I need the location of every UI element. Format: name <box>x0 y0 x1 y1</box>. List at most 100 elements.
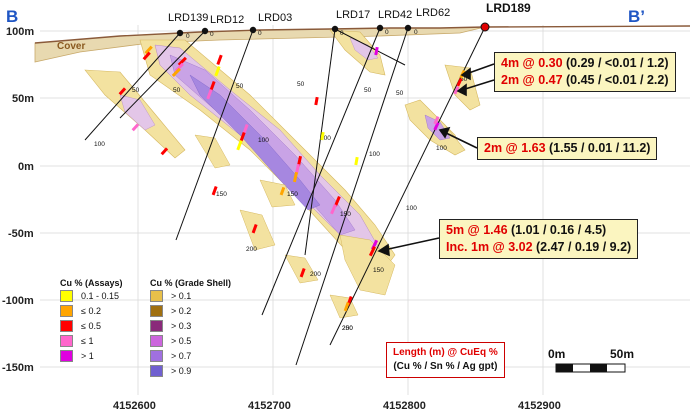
topography-line <box>34 25 690 44</box>
intercept-line: 4m @ 0.30 (0.29 / <0.01 / 1.2) <box>501 56 669 70</box>
scale-bar-end-label: 50m <box>610 347 634 361</box>
drill-trace-lrd17 <box>304 28 336 256</box>
callout-arrows <box>377 63 495 257</box>
legend-swatch <box>150 290 163 302</box>
legend-swatch <box>150 365 163 377</box>
section-end-label: B’ <box>628 7 645 26</box>
legend-item-grade-shell: > 0.3 <box>150 320 231 332</box>
drill-trace-lrd42a <box>334 28 406 66</box>
depth-label: 0 <box>414 29 418 36</box>
legend-label: ≤ 0.2 <box>81 306 101 316</box>
legend-label: 0.1 - 0.15 <box>81 291 120 301</box>
intercept-line: 2m @ 0.47 (0.45 / <0.01 / 2.2) <box>501 73 669 87</box>
legend-swatch <box>60 290 73 302</box>
depth-label: 100 <box>258 137 269 144</box>
drill-trace-lrd12 <box>119 30 206 119</box>
legend-item-assay: ≤ 1 <box>60 335 123 347</box>
intercept-line: 2m @ 1.63 (1.55 / 0.01 / 11.2) <box>484 141 651 155</box>
legend-label: > 0.7 <box>171 351 192 361</box>
collar-marker-highlight <box>480 22 490 32</box>
legend-swatch <box>150 335 163 347</box>
y-tick-label: 50m <box>12 93 34 105</box>
hole-label-lrd189: LRD189 <box>486 1 531 15</box>
collar-marker <box>249 26 257 34</box>
legend-swatch <box>60 320 73 332</box>
legend-item-grade-shell: > 0.5 <box>150 335 231 347</box>
hole-label-lrd139: LRD139 <box>168 12 208 24</box>
y-tick-label: 100m <box>6 26 34 38</box>
legend-item-grade-shell: > 0.9 <box>150 365 231 377</box>
intercept-line: Inc. 1m @ 3.02 (2.47 / 0.19 / 9.2) <box>446 240 632 254</box>
legend-swatch <box>60 335 73 347</box>
depth-label: 100 <box>436 145 447 152</box>
legend-label: ≤ 0.5 <box>81 321 101 331</box>
depth-label: 50 <box>396 90 404 97</box>
legend-swatch <box>150 305 163 317</box>
depth-label: 200 <box>310 271 321 278</box>
y-tick-label: -100m <box>2 295 34 307</box>
depth-label: 200 <box>342 325 353 332</box>
y-tick-label: 0m <box>18 161 34 173</box>
drill-trace-lrd03 <box>175 29 254 241</box>
depth-label: 150 <box>216 191 227 198</box>
legend-swatch <box>60 305 73 317</box>
legend-label: > 0.2 <box>171 306 192 316</box>
intercept-format-line1: Length (m) @ CuEq % <box>393 347 498 358</box>
depth-label: 100 <box>369 151 380 158</box>
x-tick-label: 4152700 <box>248 400 291 411</box>
scale-bar: 0m 50m <box>548 347 634 373</box>
depth-label: 150 <box>287 191 298 198</box>
depth-label: 250 <box>342 325 353 332</box>
depth-label: 0 <box>258 30 262 37</box>
legend-label: > 0.9 <box>171 366 192 376</box>
depth-label: 50 <box>297 81 305 88</box>
depth-label: 100 <box>94 141 105 148</box>
legend-item-assay: ≤ 0.2 <box>60 305 123 317</box>
legend-item-grade-shell: > 0.1 <box>150 290 231 302</box>
drill-trace-lrd62 <box>295 27 409 366</box>
cover-label: Cover <box>57 41 85 52</box>
depth-label: 50 <box>460 76 468 83</box>
depth-label: 50 <box>173 87 181 94</box>
x-tick-label: 4152600 <box>113 400 156 411</box>
legend-title: Cu % (Grade Shell) <box>150 278 232 288</box>
depth-label: 200 <box>246 246 257 253</box>
depth-label: 50 <box>364 87 372 94</box>
hole-label-lrd62: LRD62 <box>416 7 450 19</box>
hole-label-lrd03: LRD03 <box>258 12 292 24</box>
legend-grade-shell: Cu % (Grade Shell) > 0.1 > 0.2 > 0.3 > 0.5 >… <box>150 278 231 380</box>
section-start-label: B <box>6 7 18 26</box>
hole-label-lrd12: LRD12 <box>210 14 244 26</box>
legend-label: > 0.5 <box>171 336 192 346</box>
depth-label: 100 <box>320 135 331 142</box>
y-tick-label: -150m <box>2 362 34 374</box>
x-tick-label: 4152800 <box>383 400 426 411</box>
drill-trace-lrd139 <box>84 32 181 141</box>
depth-label: 150 <box>373 267 384 274</box>
legend-label: > 1 <box>81 351 94 361</box>
intercept-line: 5m @ 1.46 (1.01 / 0.16 / 4.5) <box>446 223 607 237</box>
legend-swatch <box>150 320 163 332</box>
legend-label: > 0.3 <box>171 321 192 331</box>
depth-label: 0 <box>210 31 214 38</box>
depth-label: 50 <box>132 87 140 94</box>
legend-item-grade-shell: > 0.7 <box>150 350 231 362</box>
y-tick-label: -50m <box>8 228 34 240</box>
collar-marker <box>331 25 339 33</box>
depth-label: 50 <box>236 83 244 90</box>
legend-item-assay: 0.1 - 0.15 <box>60 290 123 302</box>
depth-label: 0 <box>385 29 389 36</box>
depth-label: 0 <box>186 33 190 40</box>
intercept-format-legend: Length (m) @ CuEq % (Cu % / Sn % / Ag gp… <box>386 342 505 378</box>
intercept-callout-lrd189-lower: 2m @ 1.63 (1.55 / 0.01 / 11.2) <box>477 137 658 160</box>
collar-markers <box>176 22 490 37</box>
hole-label-lrd17: LRD17 <box>336 9 370 21</box>
intercept-format-line2: (Cu % / Sn % / Ag gpt) <box>393 361 498 372</box>
depth-label: 150 <box>340 211 351 218</box>
callout-arrow <box>461 79 495 91</box>
legend-swatch <box>150 350 163 362</box>
grid <box>40 25 690 395</box>
legend-item-grade-shell: > 0.2 <box>150 305 231 317</box>
depth-label: 0 <box>340 30 344 37</box>
